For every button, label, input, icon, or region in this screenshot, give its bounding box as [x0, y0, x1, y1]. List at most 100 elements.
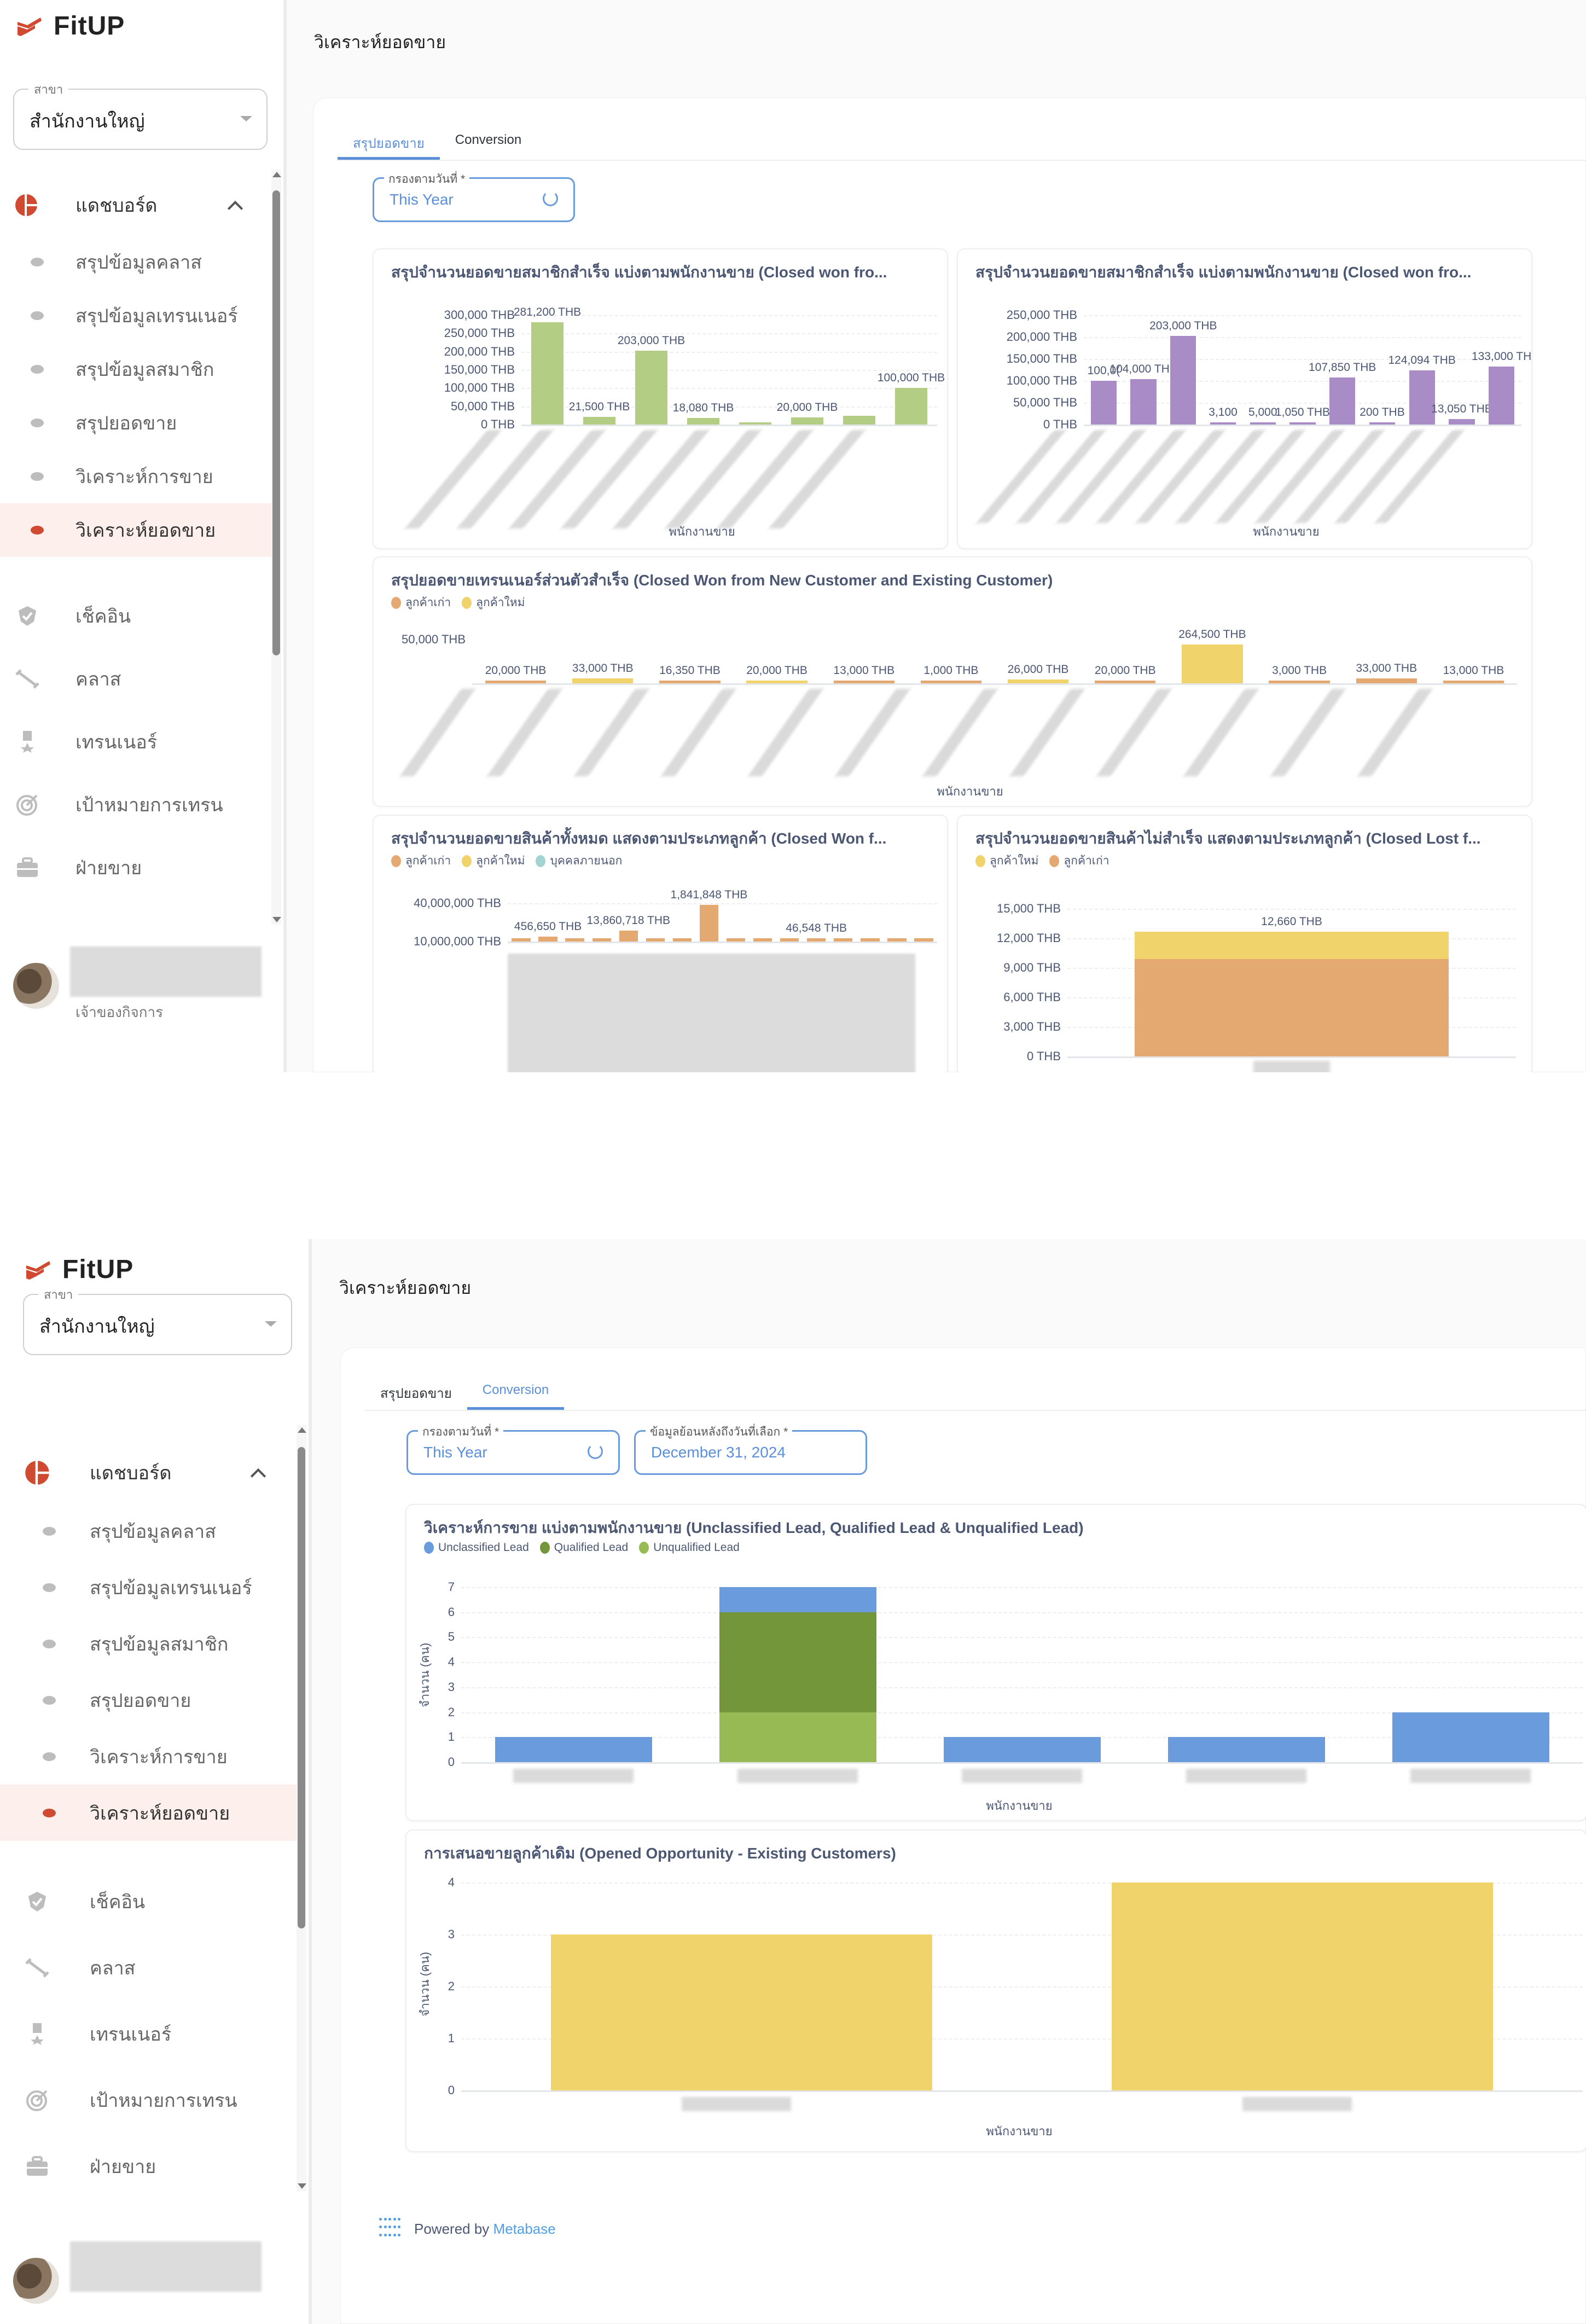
legend-item-qualified[interactable]: Qualified Lead — [539, 1541, 628, 1554]
sidebar-item-sales-summary[interactable]: สรุปยอดขาย — [0, 396, 274, 450]
sidebar-item-sales-analysis[interactable]: วิเคราะห์การขาย — [0, 1728, 299, 1785]
bar-segment[interactable] — [1369, 422, 1396, 425]
date-filter[interactable]: กรองตามวันที่ * This Year — [373, 170, 575, 222]
sidebar-item-sales-team[interactable]: ฝ่ายขาย — [0, 2133, 299, 2199]
sidebar-item-trainer-summary[interactable]: สรุปข้อมูลเทรนเนอร์ — [0, 289, 274, 342]
legend-item-unqualified[interactable]: Unqualified Lead — [639, 1541, 740, 1554]
bar-segment[interactable] — [495, 1737, 652, 1762]
bar-segment[interactable] — [687, 417, 719, 425]
chevron-up-icon[interactable] — [250, 1468, 266, 1484]
bar-segment[interactable] — [1356, 678, 1417, 683]
bar-segment[interactable] — [635, 350, 667, 425]
bar-segment[interactable] — [1489, 366, 1515, 425]
scroll-up-icon[interactable] — [272, 172, 281, 177]
legend-item-new-customer[interactable]: ลูกค้าใหม่ — [462, 852, 525, 870]
bar-segment[interactable] — [659, 681, 721, 683]
sidebar-scrollbar[interactable] — [297, 1425, 306, 2191]
bar-segment[interactable] — [895, 388, 927, 425]
sidebar-item-checkin[interactable]: เช็คอิน — [0, 1868, 299, 1934]
bar-segment[interactable] — [699, 905, 719, 942]
bar-segment[interactable] — [739, 422, 771, 425]
date-filter[interactable]: กรองตามวันที่ * This Year — [406, 1423, 620, 1475]
bar-segment[interactable] — [920, 681, 982, 683]
legend-item-old-customer[interactable]: ลูกค้าเก่า — [391, 594, 451, 612]
reset-icon[interactable] — [588, 1444, 603, 1459]
bar-segment[interactable] — [914, 938, 933, 942]
bar-segment[interactable] — [619, 930, 638, 942]
bar-segment[interactable] — [565, 938, 584, 942]
sidebar-item-training-goal[interactable]: เป้าหมายการเทรน — [0, 773, 274, 836]
sidebar-item-training-goal[interactable]: เป้าหมายการเทรน — [0, 2067, 299, 2133]
bar-segment[interactable] — [1130, 379, 1157, 425]
bar-segment[interactable] — [646, 938, 665, 942]
user-profile[interactable]: เจ้าของกิจการ — [13, 946, 262, 1020]
bar-segment[interactable] — [1329, 377, 1356, 425]
chevron-up-icon[interactable] — [227, 200, 243, 217]
bar-segment[interactable] — [531, 322, 563, 425]
bar-segment[interactable] — [834, 938, 853, 942]
tab-conversion[interactable]: Conversion — [467, 1378, 565, 1410]
sidebar-item-sales-summary[interactable]: สรุปยอดขาย — [0, 1672, 299, 1728]
sidebar-item-dashboard[interactable]: แดชบอร์ด — [0, 1443, 299, 1503]
sidebar-item-revenue-analysis[interactable]: วิเคราะห์ยอดขาย — [0, 503, 274, 557]
bar-segment[interactable] — [1135, 958, 1449, 1056]
bar-segment[interactable] — [1289, 422, 1316, 425]
bar-segment[interactable] — [719, 1612, 876, 1712]
bar-segment[interactable] — [1090, 381, 1117, 425]
bar-segment[interactable] — [753, 938, 772, 942]
sidebar-item-sales-analysis[interactable]: วิเคราะห์การขาย — [0, 450, 274, 503]
bar-segment[interactable] — [746, 680, 807, 683]
bar-segment[interactable] — [512, 938, 531, 942]
sidebar-item-trainer-summary[interactable]: สรุปข้อมูลเทรนเนอร์ — [0, 1559, 299, 1616]
metabase-footer[interactable]: Powered by Metabase — [379, 2218, 556, 2240]
bar-segment[interactable] — [1443, 681, 1504, 683]
sidebar-item-dashboard[interactable]: แดชบอร์ด — [0, 175, 274, 235]
sidebar-item-class[interactable]: คลาส — [0, 1934, 299, 2001]
sidebar-item-checkin[interactable]: เช็คอิน — [0, 584, 274, 647]
sidebar-item-trainer[interactable]: เทรนเนอร์ — [0, 710, 274, 773]
bar-segment[interactable] — [1112, 1883, 1493, 2090]
bar-segment[interactable] — [1210, 422, 1236, 425]
bar-segment[interactable] — [719, 1587, 876, 1612]
branch-select[interactable]: สาขา สำนักงานใหญ่ — [13, 80, 268, 150]
bar-segment[interactable] — [726, 938, 746, 942]
avatar[interactable] — [13, 963, 59, 1009]
sidebar-item-sales-team[interactable]: ฝ่ายขาย — [0, 836, 274, 899]
reset-icon[interactable] — [543, 191, 558, 206]
bar-segment[interactable] — [1007, 679, 1069, 683]
sidebar-item-class-summary[interactable]: สรุปข้อมูลคลาส — [0, 235, 274, 289]
bar-segment[interactable] — [1409, 370, 1435, 425]
bar-segment[interactable] — [1095, 680, 1156, 683]
bar-segment[interactable] — [807, 938, 826, 942]
scroll-up-icon[interactable] — [298, 1427, 306, 1433]
sidebar-item-member-summary[interactable]: สรุปข้อมูลสมาชิก — [0, 1616, 299, 1672]
scroll-thumb[interactable] — [272, 190, 280, 655]
scroll-down-icon[interactable] — [272, 917, 281, 922]
bar-segment[interactable] — [943, 1737, 1101, 1762]
bar-segment[interactable] — [1135, 932, 1449, 959]
legend-item-new-customer[interactable]: ลูกค้าใหม่ — [462, 594, 525, 612]
legend-item-old-customer[interactable]: ลูกค้าเก่า — [391, 852, 451, 870]
sidebar-scrollbar[interactable] — [271, 170, 281, 925]
bar-segment[interactable] — [719, 1712, 876, 1762]
bar-segment[interactable] — [1182, 644, 1243, 683]
sidebar-item-trainer[interactable]: เทรนเนอร์ — [0, 2001, 299, 2067]
as-of-date-filter[interactable]: ข้อมูลย้อนหลังถึงวันที่เลือก * December … — [634, 1423, 867, 1475]
bar-segment[interactable] — [1170, 335, 1196, 425]
metabase-link[interactable]: Metabase — [493, 2220, 556, 2237]
bar-segment[interactable] — [780, 938, 799, 942]
bar-segment[interactable] — [672, 938, 692, 942]
user-profile[interactable] — [13, 2241, 262, 2304]
legend-item-outsider[interactable]: บุคคลภายนอก — [536, 852, 622, 870]
scroll-down-icon[interactable] — [298, 2183, 306, 2189]
bar-segment[interactable] — [583, 416, 615, 425]
bar-segment[interactable] — [887, 938, 907, 942]
legend-item-unclassified[interactable]: Unclassified Lead — [424, 1541, 529, 1554]
branch-select[interactable]: สาขา สำนักงานใหญ่ — [23, 1285, 292, 1355]
sidebar-item-member-summary[interactable]: สรุปข้อมูลสมาชิก — [0, 342, 274, 396]
sidebar-item-class[interactable]: คลาส — [0, 647, 274, 710]
bar-segment[interactable] — [861, 938, 880, 942]
legend-item-old-customer[interactable]: ลูกค้าเก่า — [1049, 852, 1109, 870]
bar-segment[interactable] — [1167, 1737, 1325, 1762]
tab-sales-summary[interactable]: สรุปยอดขาย — [338, 128, 440, 160]
